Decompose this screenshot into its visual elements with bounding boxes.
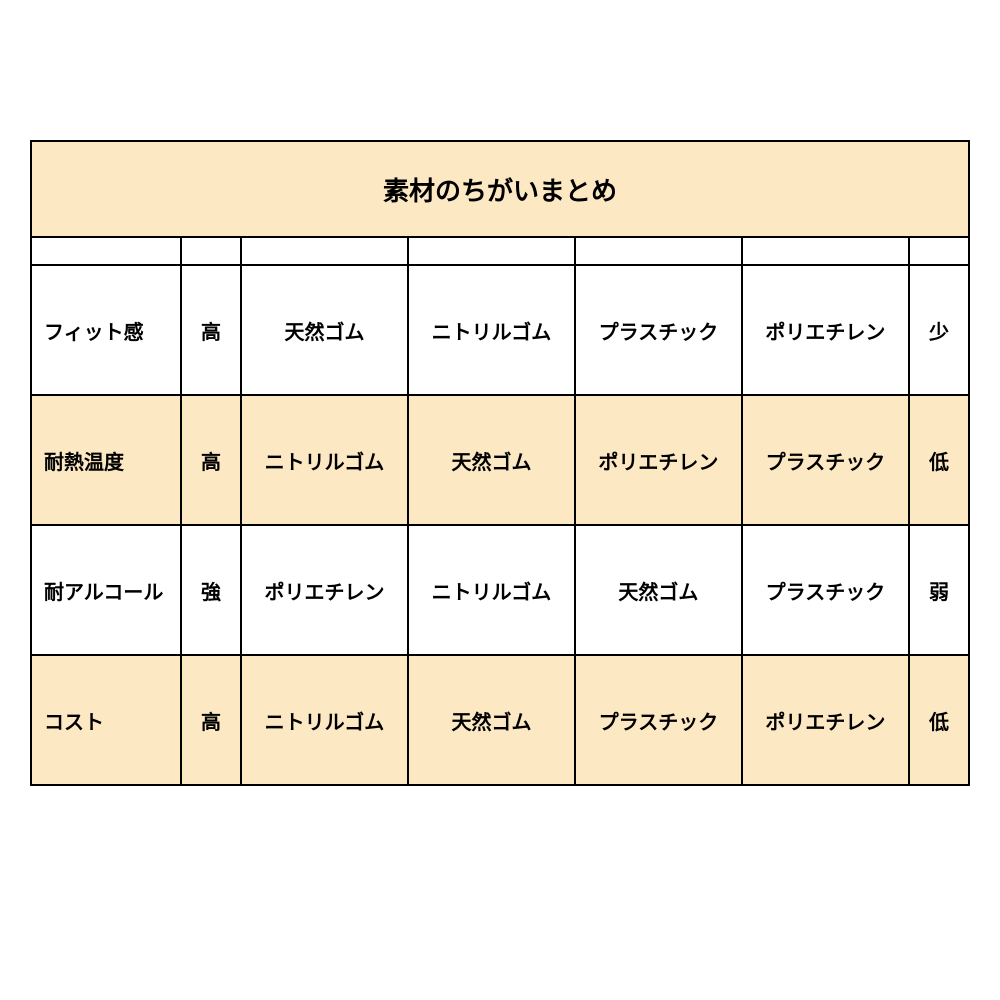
row-label: フィット感 — [31, 265, 181, 395]
spacer-cell — [241, 237, 408, 265]
row-material: ニトリルゴム — [241, 395, 408, 525]
spacer-row — [31, 237, 969, 265]
row-material: プラスチック — [742, 525, 909, 655]
spacer-cell — [408, 237, 575, 265]
row-material: プラスチック — [575, 265, 742, 395]
row-high: 高 — [181, 265, 241, 395]
row-material: 天然ゴム — [241, 265, 408, 395]
spacer-cell — [742, 237, 909, 265]
spacer-cell — [575, 237, 742, 265]
spacer-cell — [181, 237, 241, 265]
row-material: 天然ゴム — [575, 525, 742, 655]
row-material: 天然ゴム — [408, 395, 575, 525]
title-row: 素材のちがいまとめ — [31, 141, 969, 237]
row-material: ポリエチレン — [742, 265, 909, 395]
row-high: 強 — [181, 525, 241, 655]
spacer-cell — [909, 237, 969, 265]
row-material: ポリエチレン — [241, 525, 408, 655]
row-label: コスト — [31, 655, 181, 785]
row-material: ポリエチレン — [742, 655, 909, 785]
table: 素材のちがいまとめ フィット感 高 天然ゴム ニトリルゴム プラスチック ポリエ… — [30, 140, 970, 786]
row-low: 低 — [909, 655, 969, 785]
row-label: 耐アルコール — [31, 525, 181, 655]
row-material: ニトリルゴム — [408, 525, 575, 655]
row-label: 耐熱温度 — [31, 395, 181, 525]
row-material: ポリエチレン — [575, 395, 742, 525]
row-material: ニトリルゴム — [241, 655, 408, 785]
row-material: プラスチック — [742, 395, 909, 525]
row-low: 低 — [909, 395, 969, 525]
table-row: フィット感 高 天然ゴム ニトリルゴム プラスチック ポリエチレン 少 — [31, 265, 969, 395]
material-comparison-table: 素材のちがいまとめ フィット感 高 天然ゴム ニトリルゴム プラスチック ポリエ… — [30, 140, 970, 786]
row-high: 高 — [181, 395, 241, 525]
row-low: 少 — [909, 265, 969, 395]
table-row: コスト 高 ニトリルゴム 天然ゴム プラスチック ポリエチレン 低 — [31, 655, 969, 785]
row-material: ニトリルゴム — [408, 265, 575, 395]
table-row: 耐アルコール 強 ポリエチレン ニトリルゴム 天然ゴム プラスチック 弱 — [31, 525, 969, 655]
row-material: 天然ゴム — [408, 655, 575, 785]
spacer-cell — [31, 237, 181, 265]
table-title: 素材のちがいまとめ — [31, 141, 969, 237]
row-high: 高 — [181, 655, 241, 785]
row-material: プラスチック — [575, 655, 742, 785]
table-row: 耐熱温度 高 ニトリルゴム 天然ゴム ポリエチレン プラスチック 低 — [31, 395, 969, 525]
row-low: 弱 — [909, 525, 969, 655]
